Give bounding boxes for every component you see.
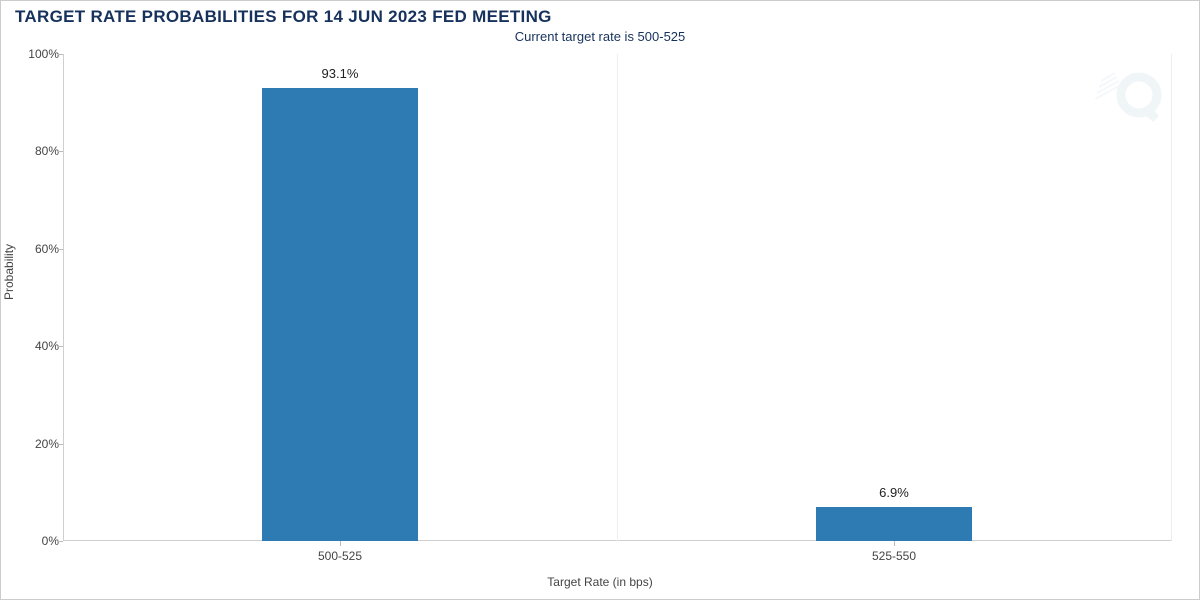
- y-tick-mark: [58, 151, 63, 152]
- x-category-label: 500-525: [318, 549, 362, 563]
- bar-value-label: 93.1%: [262, 66, 417, 81]
- y-tick-mark: [58, 249, 63, 250]
- y-tick-mark: [58, 346, 63, 347]
- y-tick-label: 60%: [19, 242, 59, 256]
- chart-subtitle: Current target rate is 500-525: [515, 29, 686, 44]
- bar-value-label: 6.9%: [816, 485, 971, 500]
- y-tick-mark: [58, 444, 63, 445]
- grid-vline: [617, 54, 618, 541]
- x-category-label: 525-550: [872, 549, 916, 563]
- chart-title: TARGET RATE PROBABILITIES FOR 14 JUN 202…: [15, 7, 552, 27]
- y-tick-mark: [58, 54, 63, 55]
- y-tick-label: 80%: [19, 144, 59, 158]
- y-axis-label: Probability: [2, 244, 16, 300]
- y-tick-mark: [58, 541, 63, 542]
- y-tick-label: 20%: [19, 437, 59, 451]
- y-axis-line: [63, 54, 64, 541]
- y-tick-label: 0%: [19, 534, 59, 548]
- bar: 93.1%: [262, 88, 417, 541]
- chart-container: TARGET RATE PROBABILITIES FOR 14 JUN 202…: [0, 0, 1200, 600]
- grid-vline: [1171, 54, 1172, 541]
- plot-area: 0%20%40%60%80%100%93.1%500-5256.9%525-55…: [63, 54, 1171, 541]
- bar: 6.9%: [816, 507, 971, 541]
- y-tick-label: 40%: [19, 339, 59, 353]
- y-tick-label: 100%: [19, 47, 59, 61]
- x-tick-mark: [894, 541, 895, 546]
- x-axis-label: Target Rate (in bps): [547, 575, 652, 589]
- x-tick-mark: [340, 541, 341, 546]
